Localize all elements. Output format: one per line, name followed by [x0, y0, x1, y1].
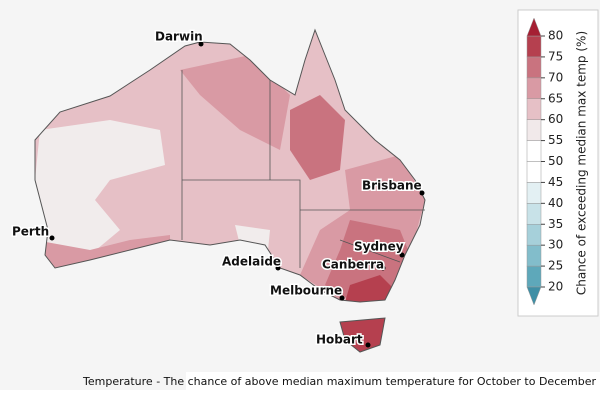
caption: Temperature - The chance of above median…: [82, 375, 596, 388]
city-marker: [380, 265, 386, 271]
coastline: [34, 28, 426, 303]
city-label: Melbourne: [270, 284, 342, 298]
legend-under-arrow: [526, 286, 542, 306]
legend-tick-label: 20: [548, 280, 563, 294]
legend-band: [526, 77, 542, 100]
caption-bg: [186, 372, 600, 392]
legend-over-arrow: [526, 17, 542, 37]
legend-band: [526, 244, 542, 267]
city-marker: [198, 41, 204, 47]
legend: Chance of exceeding median max temp (%) …: [517, 9, 599, 317]
city-marker: [419, 190, 425, 196]
legend-band: [526, 161, 542, 183]
legend-band: [526, 140, 542, 162]
legend-tick-label: 60: [548, 112, 563, 126]
city-marker: [275, 265, 281, 271]
legend-tick-label: 70: [548, 70, 563, 84]
city-marker: [339, 295, 345, 301]
legend-band: [526, 35, 542, 58]
legend-band: [526, 203, 542, 225]
city-label: Darwin: [155, 30, 203, 44]
city-label: Sydney: [354, 240, 404, 254]
legend-tick-label: 75: [548, 49, 563, 63]
legend-tick-label: 45: [548, 175, 563, 189]
legend-band: [526, 182, 542, 204]
legend-tick-label: 50: [548, 154, 563, 168]
city-label: Brisbane: [362, 179, 422, 193]
city-marker: [49, 235, 55, 241]
legend-tick-label: 65: [548, 91, 563, 105]
legend-tick-label: 25: [548, 259, 563, 273]
legend-band: [526, 56, 542, 79]
legend-band: [526, 265, 542, 288]
city-label: Canberra: [322, 258, 384, 272]
legend-tick-label: 80: [548, 29, 563, 43]
legend-band: [526, 224, 542, 246]
city-marker: [399, 252, 405, 258]
city-label: Hobart: [316, 333, 363, 347]
legend-title: Chance of exceeding median max temp (%): [575, 31, 589, 295]
cities: Darwin Perth Brisbane Adelaide Sydney Canberr…: [11, 28, 425, 348]
legend-tick-label: 40: [548, 196, 563, 210]
city-label: Adelaide: [222, 255, 281, 269]
city-label: Perth: [12, 225, 49, 239]
city-marker: [365, 342, 371, 348]
legend-tick-label: 35: [548, 217, 563, 231]
legend-band: [526, 98, 542, 120]
legend-tick-label: 55: [548, 133, 563, 147]
legend-band: [526, 119, 542, 141]
legend-tick-label: 30: [548, 238, 563, 252]
state-borders: [181, 70, 425, 268]
tasmania: [339, 317, 386, 353]
